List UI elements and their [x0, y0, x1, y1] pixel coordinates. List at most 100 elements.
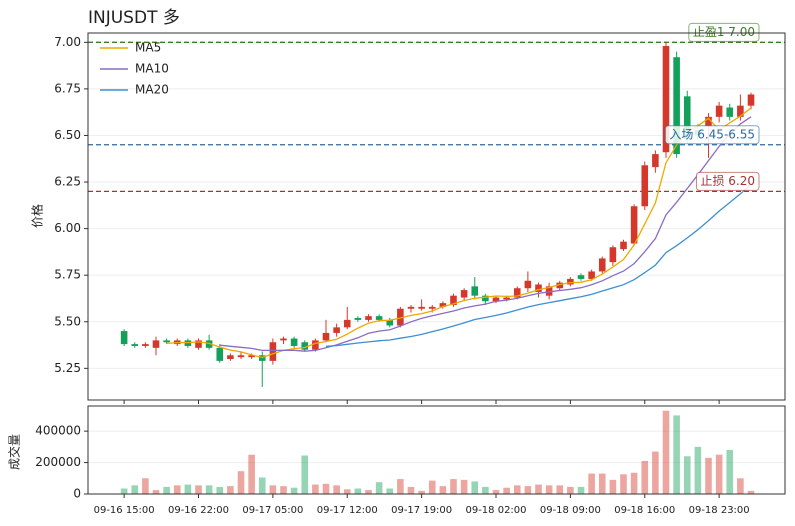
candle-body — [333, 327, 340, 333]
candle-body — [269, 342, 277, 361]
volume-bar — [630, 472, 638, 494]
volume-bar — [503, 487, 510, 494]
volume-bar — [152, 490, 160, 494]
volume-bar — [397, 479, 404, 494]
y-tick-label: 6.75 — [54, 81, 81, 95]
volume-bar — [535, 484, 542, 494]
candle-body — [397, 308, 404, 326]
volume-bar — [120, 488, 128, 494]
candle-body — [152, 340, 160, 348]
candle-body — [726, 107, 734, 117]
legend-label: MA20 — [135, 83, 169, 97]
x-tick-label: 09-18 23:00 — [689, 505, 750, 516]
volume-bar — [641, 461, 649, 494]
level-tag-label: 入场 6.45-6.55 — [669, 127, 755, 141]
volume-bar — [492, 490, 500, 494]
candle-body — [641, 165, 649, 207]
y-tick-label: 5.50 — [54, 314, 81, 328]
volume-axis-label: 成交量 — [7, 434, 22, 470]
volume-bar — [280, 486, 287, 494]
volume-bar — [428, 480, 436, 494]
volume-bar — [227, 486, 234, 494]
volume-bar — [450, 479, 457, 494]
volume-bar — [142, 478, 149, 494]
volume-bar — [163, 486, 170, 494]
candle-body — [237, 355, 245, 358]
candle-body — [535, 284, 542, 292]
legend-label: MA5 — [135, 41, 161, 55]
candle-body — [163, 340, 170, 343]
volume-bar — [620, 474, 627, 494]
volume-bar — [375, 482, 383, 494]
volume-bar — [524, 486, 532, 494]
ma-line — [325, 183, 752, 347]
candle-body — [450, 295, 457, 305]
candle-body — [120, 331, 128, 345]
volume-bar — [705, 457, 712, 494]
y-tick-label: 6.00 — [54, 221, 81, 235]
level-tag: 止损 6.20 — [695, 171, 760, 191]
volume-bar — [598, 473, 606, 494]
x-tick-label: 09-17 05:00 — [242, 505, 303, 516]
legend-label: MA10 — [135, 62, 169, 76]
candle-body — [471, 286, 479, 296]
volume-bar — [726, 450, 734, 494]
candle-body — [503, 297, 510, 300]
x-tick-label: 09-17 19:00 — [391, 505, 452, 516]
y-tick-label: 5.25 — [54, 361, 81, 375]
candle-body — [715, 105, 723, 117]
volume-bar — [609, 479, 617, 494]
candle-body — [290, 338, 298, 346]
volume-bar — [662, 410, 670, 494]
candle-body — [301, 342, 309, 350]
volume-bar — [694, 446, 702, 494]
candle-body — [598, 258, 606, 272]
plot-frame — [87, 32, 786, 401]
candle-body — [492, 297, 500, 302]
candle-body — [524, 280, 532, 289]
candle-body — [705, 116, 712, 127]
candle-body — [418, 306, 425, 309]
volume-bar — [258, 477, 266, 494]
candle-body — [343, 319, 351, 328]
volume-bar — [290, 487, 298, 494]
volume-bar — [673, 415, 680, 494]
candle-body — [737, 105, 744, 117]
volume-bar — [471, 481, 479, 494]
level-tag-box — [688, 22, 760, 42]
candle-body — [322, 332, 330, 341]
x-tick-label: 09-16 22:00 — [168, 505, 229, 516]
y-tick-label: 200000 — [35, 455, 81, 469]
volume-bar — [365, 490, 372, 494]
candle-body — [131, 344, 139, 346]
x-tick-label: 09-18 02:00 — [465, 505, 526, 516]
candle-body — [407, 306, 415, 309]
volume-bar — [567, 486, 574, 494]
volume-bar — [407, 486, 415, 494]
volume-bar — [652, 451, 659, 494]
ma-line — [219, 116, 752, 352]
level-tag-label: 止损 6.20 — [700, 174, 755, 188]
candle-body — [460, 290, 468, 298]
volume-bar — [184, 484, 192, 494]
volume-bar — [545, 485, 553, 494]
candle-body — [142, 344, 149, 346]
volume-bar — [386, 488, 394, 494]
candle-body — [205, 340, 213, 348]
volume-bar — [343, 489, 351, 494]
candle-body — [652, 154, 659, 168]
volume-bar — [715, 454, 723, 494]
candle-body — [482, 295, 489, 302]
y-tick-label: 7.00 — [54, 35, 81, 49]
candle-body — [195, 340, 202, 348]
volume-bar — [513, 485, 521, 494]
volume-bar — [460, 479, 468, 494]
candle-body — [556, 282, 564, 289]
candle-body — [439, 303, 447, 307]
x-tick-label: 09-17 12:00 — [317, 505, 378, 516]
volume-bar — [482, 486, 489, 494]
volume-bar — [333, 485, 340, 494]
candle-body — [365, 316, 372, 320]
volume-bar — [248, 454, 255, 494]
volume-bar — [131, 485, 139, 494]
